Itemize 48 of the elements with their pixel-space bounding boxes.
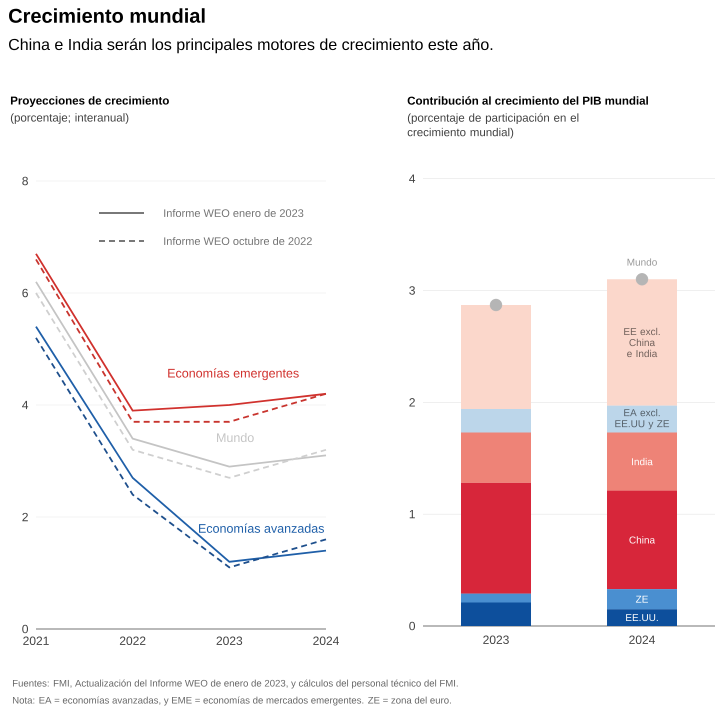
bar [607, 432, 678, 491]
y-tick-label: 0 [22, 624, 28, 634]
series-label: Economías emergentes [168, 368, 299, 380]
bar [461, 409, 532, 433]
bar [461, 432, 532, 483]
text: Nota: EA = economías avanzadas, y EME = economías de mercados emergentes. ZE = zona del euro. [12, 696, 451, 706]
y-tick-label: 2 [22, 512, 28, 522]
chart-title: Contribución al crecimiento del PIB mundial [408, 96, 648, 105]
x-tick-label: 2023 [216, 636, 242, 646]
x-tick-label: 2024 [629, 636, 655, 644]
y-tick-label: 3 [409, 286, 415, 295]
bar [461, 594, 532, 603]
series-label: China [629, 536, 656, 544]
y-axis-title: (porcentaje; interanual) [10, 113, 128, 124]
y-tick-label: 8 [22, 176, 28, 186]
source-note: Fuentes: FMI, Actualización del Informe WEO de enero de 2023, y cálculos del personal técnico del FMI. [12, 679, 458, 689]
text: Crecimiento mundial [9, 8, 205, 23]
y-tick-label: 1 [410, 510, 415, 518]
series-label: Mundo [217, 432, 254, 442]
y-tick-label: 4 [409, 174, 416, 183]
bar [461, 482, 532, 594]
bar [461, 602, 532, 626]
x-tick-label: 2024 [313, 636, 339, 646]
y-tick-label: 4 [22, 400, 28, 410]
x-tick-label: 2021 [23, 636, 49, 646]
series-label: EE excl. China e India [624, 328, 660, 358]
annotation: Informe WEO enero de 2023 [164, 208, 304, 218]
annotation: Informe WEO octubre de 2022 [164, 236, 312, 246]
series-label: EA excl. EE.UU y ZE [615, 408, 670, 430]
bar [607, 279, 678, 406]
bar [461, 304, 532, 410]
series-label: Mundo [628, 258, 657, 266]
series-label: Economías avanzadas [199, 524, 324, 533]
bar [607, 406, 678, 433]
x-tick-label: 2023 [483, 636, 509, 644]
series-label: India [632, 458, 653, 466]
bar [607, 589, 678, 610]
x-tick-label: 2022 [120, 636, 146, 646]
y-tick-label: 0 [409, 622, 416, 630]
y-tick-label: 2 [409, 398, 415, 406]
y-axis-title: (porcentaje de participación en el crecimiento mundial) [408, 113, 578, 139]
y-tick-label: 6 [22, 288, 28, 298]
chart-title: Proyecciones de crecimiento [10, 96, 169, 107]
bar [607, 490, 678, 590]
series-label: ZE [636, 596, 648, 603]
series-label: EE.UU. [626, 614, 658, 622]
text: China e India serán los principales motores de crecimiento este año. [9, 38, 492, 54]
bar [607, 609, 678, 626]
